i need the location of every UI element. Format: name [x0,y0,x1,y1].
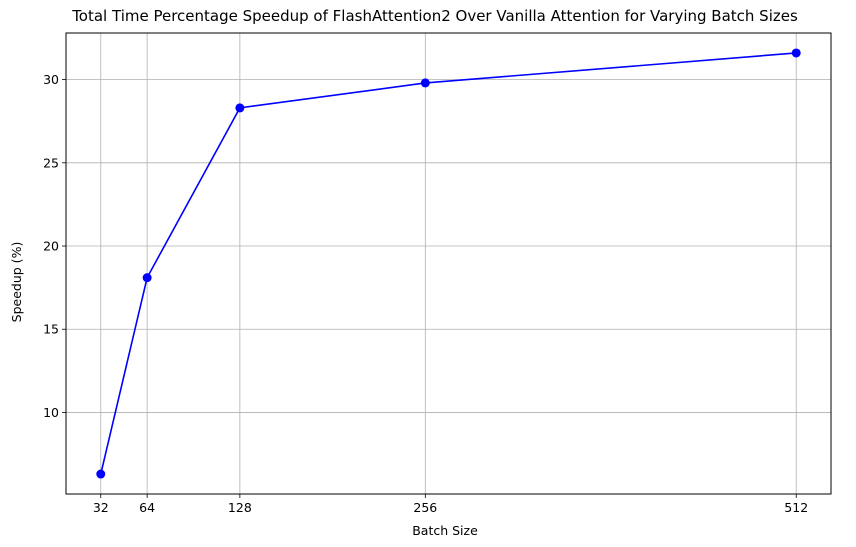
x-tick-label: 64 [139,500,155,515]
data-point [96,469,106,479]
y-tick-label: 30 [43,72,59,87]
x-tick-label: 512 [784,500,808,515]
x-tick-label: 32 [93,500,109,515]
data-point [791,48,801,58]
x-tick-label: 256 [413,500,437,515]
y-axis-label: Speedup (%) [9,242,24,323]
series-group [96,48,801,479]
y-tick-label: 15 [43,322,59,337]
series-line [99,52,797,475]
x-axis-label: Batch Size [412,523,478,538]
y-tick-label: 20 [43,239,59,254]
y-tick-label: 10 [43,405,59,420]
grid [66,33,831,494]
y-tick-label: 25 [43,155,59,170]
plot-frame [65,32,832,495]
chart-title: Total Time Percentage Speedup of FlashAt… [71,7,798,25]
data-point [142,273,152,283]
x-tick-label: 128 [228,500,252,515]
data-point [235,103,245,113]
x-axis-ticks: 32 64 128 256 512 [93,494,808,515]
y-axis-ticks: 10 15 20 25 30 [43,72,66,420]
data-point [420,78,430,88]
